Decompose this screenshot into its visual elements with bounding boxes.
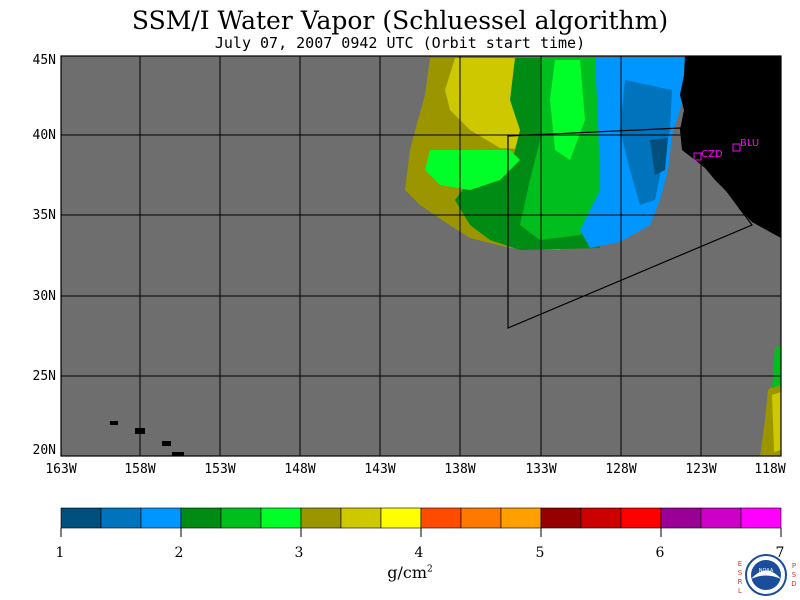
colorbar-swatch (580, 507, 622, 529)
colorbar-swatch (740, 507, 782, 529)
swath-brightgreen (425, 150, 520, 190)
colorbar-swatch (540, 507, 582, 529)
colorbar-swatch (700, 507, 742, 529)
colorbar-tick-6: 6 (655, 545, 665, 561)
lon-label-138w: 138W (444, 462, 476, 477)
lat-label-25n: 25N (32, 369, 56, 384)
lon-label-158w: 158W (124, 462, 156, 477)
lat-label-35n: 35N (32, 208, 56, 223)
colorbar-swatch (620, 507, 662, 529)
swath-midblue (620, 80, 672, 205)
colorbar-swatch (60, 507, 102, 529)
lat-label-20n: 20N (32, 443, 56, 458)
colorbar-unit: g/cm2 (387, 563, 433, 582)
station-blu: BLU (732, 138, 759, 152)
lon-label-153w: 153W (204, 462, 236, 477)
lon-label-123w: 123W (685, 462, 717, 477)
colorbar-tick-3: 3 (294, 545, 304, 561)
swath-mexico-yellow (772, 392, 781, 452)
colorbar-tick-1: 1 (55, 545, 65, 561)
colorbar-swatch (300, 507, 342, 529)
graticule (61, 56, 781, 456)
lon-label-148w: 148W (284, 462, 316, 477)
colorbar-swatch (500, 507, 542, 529)
lon-label-143w: 143W (364, 462, 396, 477)
colorbar-swatch (660, 507, 702, 529)
colorbar-tick-2: 2 (174, 545, 184, 561)
colorbar-swatch (420, 507, 462, 529)
lat-label-30n: 30N (32, 289, 56, 304)
svg-text:BLU: BLU (740, 138, 759, 149)
map-title: SSM/I Water Vapor (Schluessel algorithm) (131, 6, 669, 35)
colorbar-swatch (140, 507, 182, 529)
lat-label-40n: 40N (32, 128, 56, 143)
domain-outline (507, 127, 753, 329)
colorbar-swatch (460, 507, 502, 529)
svg-text:CZD: CZD (701, 149, 723, 160)
colorbar (60, 507, 782, 537)
swath-darkblue (650, 138, 668, 175)
colorbar-tick-5: 5 (535, 545, 545, 561)
noaa-logo: NOAA (745, 554, 787, 596)
svg-text:NOAA: NOAA (759, 568, 774, 574)
colorbar-swatch (260, 507, 302, 529)
lat-label-45n: 45N (32, 53, 56, 68)
colorbar-swatch (220, 507, 262, 529)
land-california (680, 56, 781, 238)
colorbar-tick-7: 7 (775, 545, 785, 561)
lon-label-133w: 133W (525, 462, 557, 477)
station-czd: CZD (693, 149, 723, 161)
colorbar-swatch (100, 507, 142, 529)
swath-mexico-green (772, 345, 781, 388)
colorbar-swatch (180, 507, 222, 529)
colorbar-tick-4: 4 (414, 545, 424, 561)
lon-label-128w: 128W (605, 462, 637, 477)
colorbar-swatch (340, 507, 382, 529)
map-subtitle: July 07, 2007 0942 UTC (Orbit start time… (214, 34, 586, 52)
lon-label-118w: 118W (754, 462, 786, 477)
lon-label-163w: 163W (45, 462, 77, 477)
map-frame (60, 55, 782, 457)
colorbar-swatch (380, 507, 422, 529)
